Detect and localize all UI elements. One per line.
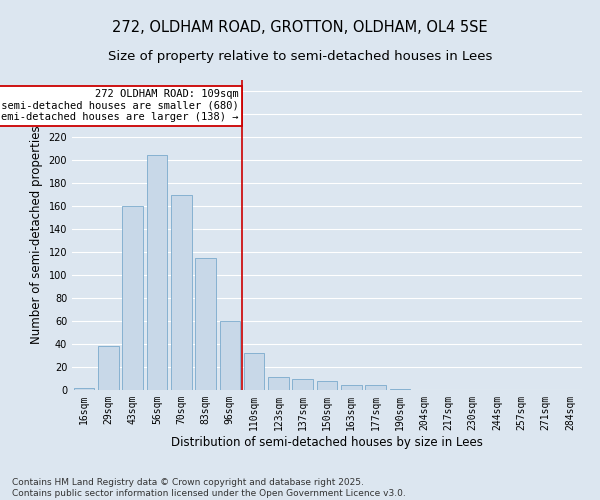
Bar	[389, 389, 410, 390]
Bar	[195, 258, 216, 390]
Bar	[220, 321, 240, 390]
Bar	[122, 206, 143, 390]
X-axis label: Distribution of semi-detached houses by size in Lees: Distribution of semi-detached houses by …	[171, 436, 483, 448]
Text: 272 OLDHAM ROAD: 109sqm
← 83% of semi-detached houses are smaller (680)
17% of s: 272 OLDHAM ROAD: 109sqm ← 83% of semi-de…	[0, 89, 238, 122]
Bar	[98, 346, 119, 390]
Bar	[341, 386, 362, 390]
Bar	[74, 388, 94, 390]
Bar	[317, 381, 337, 390]
Y-axis label: Number of semi-detached properties: Number of semi-detached properties	[30, 126, 43, 344]
Bar	[146, 154, 167, 390]
Bar	[171, 195, 191, 390]
Text: Contains HM Land Registry data © Crown copyright and database right 2025.
Contai: Contains HM Land Registry data © Crown c…	[12, 478, 406, 498]
Bar	[292, 378, 313, 390]
Text: Size of property relative to semi-detached houses in Lees: Size of property relative to semi-detach…	[108, 50, 492, 63]
Bar	[268, 378, 289, 390]
Bar	[365, 386, 386, 390]
Bar	[244, 354, 265, 390]
Text: 272, OLDHAM ROAD, GROTTON, OLDHAM, OL4 5SE: 272, OLDHAM ROAD, GROTTON, OLDHAM, OL4 5…	[112, 20, 488, 35]
